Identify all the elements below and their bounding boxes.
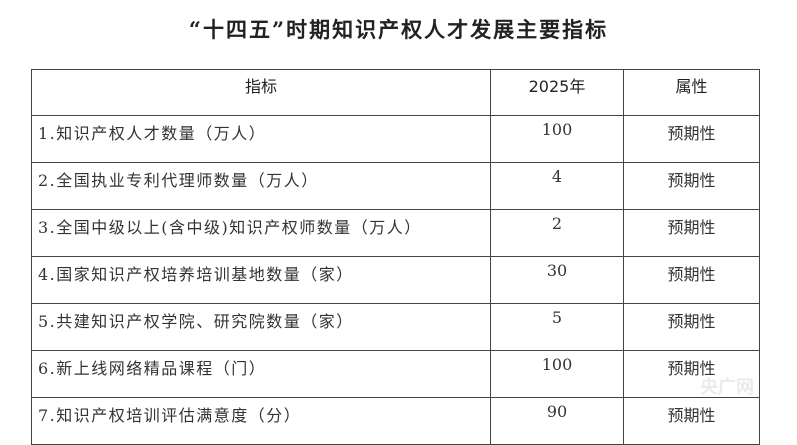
attribute-cell: 预期性 bbox=[623, 162, 760, 210]
table-row: 3.全国中级以上(含中级)知识产权师数量（万人） 2 预期性 bbox=[31, 209, 760, 257]
indicator-cell: 2.全国执业专利代理师数量（万人） bbox=[31, 162, 491, 210]
indicator-cell: 5.共建知识产权学院、研究院数量（家） bbox=[31, 303, 491, 351]
indicator-cell: 1.知识产权人才数量（万人） bbox=[31, 115, 491, 163]
attribute-cell: 预期性 bbox=[623, 303, 760, 351]
attribute-cell: 预期性 bbox=[623, 350, 760, 398]
table-row: 7.知识产权培训评估满意度（分） 90 预期性 bbox=[31, 397, 760, 445]
attribute-cell: 预期性 bbox=[623, 256, 760, 304]
header-year: 2025年 bbox=[490, 69, 624, 116]
table-row: 2.全国执业专利代理师数量（万人） 4 预期性 bbox=[31, 162, 760, 210]
page-title: “十四五”时期知识产权人才发展主要指标 bbox=[188, 17, 609, 42]
value-cell: 5 bbox=[490, 303, 624, 351]
value-cell: 2 bbox=[490, 209, 624, 257]
value-cell: 100 bbox=[490, 115, 624, 163]
header-attribute: 属性 bbox=[623, 69, 760, 116]
attribute-cell: 预期性 bbox=[623, 209, 760, 257]
value-cell: 90 bbox=[490, 397, 624, 445]
watermark-logo: 央广网 bbox=[700, 377, 754, 398]
table-header-row: 指标 2025年 属性 bbox=[31, 69, 760, 116]
indicator-cell: 4.国家知识产权培养培训基地数量（家） bbox=[31, 256, 491, 304]
indicator-cell: 6.新上线网络精品课程（门） bbox=[31, 350, 491, 398]
table-row: 5.共建知识产权学院、研究院数量（家） 5 预期性 bbox=[31, 303, 760, 351]
indicator-cell: 3.全国中级以上(含中级)知识产权师数量（万人） bbox=[31, 209, 491, 257]
indicator-table: 指标 2025年 属性 1.知识产权人才数量（万人） 100 预期性 2.全国执业专利… bbox=[31, 69, 760, 445]
value-cell: 100 bbox=[490, 350, 624, 398]
value-cell: 4 bbox=[490, 162, 624, 210]
attribute-cell: 预期性 bbox=[623, 115, 760, 163]
table-row: 1.知识产权人才数量（万人） 100 预期性 bbox=[31, 115, 760, 163]
value-cell: 30 bbox=[490, 256, 624, 304]
table-row: 4.国家知识产权培养培训基地数量（家） 30 预期性 bbox=[31, 256, 760, 304]
indicator-cell: 7.知识产权培训评估满意度（分） bbox=[31, 397, 491, 445]
attribute-cell: 预期性 bbox=[623, 397, 760, 445]
header-indicator: 指标 bbox=[31, 69, 491, 116]
table-row: 6.新上线网络精品课程（门） 100 预期性 bbox=[31, 350, 760, 398]
